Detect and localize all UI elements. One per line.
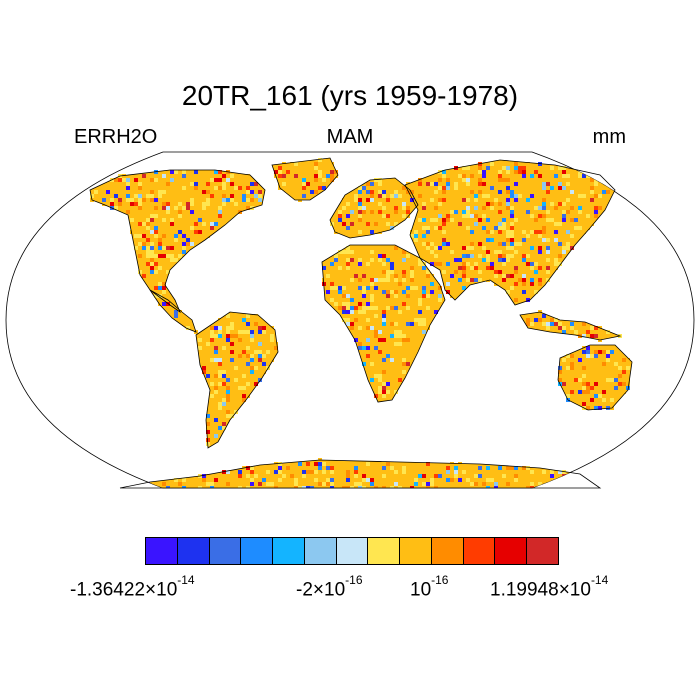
colorbar-swatch: [368, 538, 401, 564]
colorbar-label-pos: 10-16: [410, 573, 449, 601]
coastline: [519, 311, 622, 341]
coastline: [195, 311, 279, 449]
colorbar-swatch: [463, 538, 496, 564]
colorbar-swatch: [273, 538, 305, 564]
coastline: [404, 159, 616, 306]
units-label: mm: [592, 126, 626, 148]
coastline: [149, 289, 197, 333]
coastline: [321, 244, 446, 403]
colorbar-swatch: [177, 538, 210, 564]
colorbar-swatch: [304, 538, 337, 564]
colorbar-swatch: [146, 538, 178, 564]
colorbar: [145, 537, 559, 565]
colorbar-swatch: [241, 538, 274, 564]
season-label: MAM: [326, 126, 374, 148]
colorbar-label-neg: -2×10-16: [296, 573, 363, 601]
coastline: [557, 344, 633, 411]
variable-label: ERRH2O: [74, 126, 158, 148]
coastline: [89, 169, 266, 314]
colorbar-label-max: 1.19948×10-14: [490, 573, 609, 601]
coastline: [329, 177, 419, 239]
colorbar-swatch: [209, 538, 242, 564]
colorbar-label-min: -1.36422×10-14: [70, 573, 195, 601]
colorbar-swatch: [431, 538, 464, 564]
colorbar-swatch: [336, 538, 369, 564]
plot-title: 20TR_161 (yrs 1959-1978): [181, 80, 519, 111]
colorbar-swatch: [495, 538, 528, 564]
colorbar-swatch: [400, 538, 432, 564]
landmass-central-america: [150, 290, 196, 332]
coastline: [119, 459, 602, 489]
colorbar-swatch: [527, 538, 558, 564]
coastline: [271, 157, 339, 201]
